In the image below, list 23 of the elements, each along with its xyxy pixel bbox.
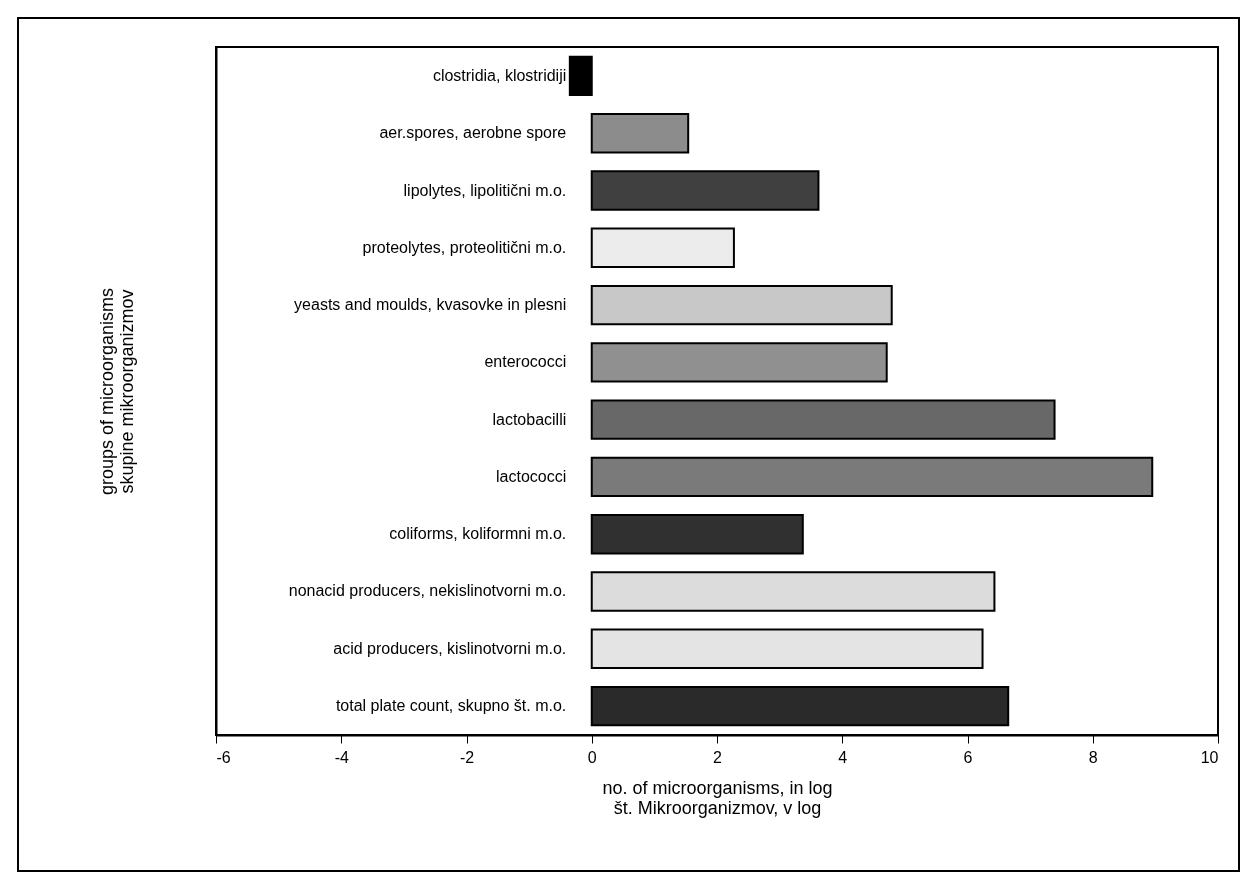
y-tick-label: yeasts and moulds, kvasovke in plesni bbox=[294, 296, 567, 314]
x-tick-label: 10 bbox=[1200, 748, 1219, 766]
x-tick-label: 2 bbox=[713, 748, 723, 766]
x-tick-label: 0 bbox=[587, 748, 597, 766]
y-axis-title: groups of microorganisms skupine mikroorganizmov bbox=[96, 287, 137, 496]
x-tick-label: 4 bbox=[838, 748, 848, 766]
x-tick-label: -4 bbox=[334, 748, 349, 766]
y-tick-label: clostridia, klostridiji bbox=[432, 66, 567, 84]
y-tick-label: lactobacilli bbox=[492, 410, 567, 428]
x-tick-label: 8 bbox=[1088, 748, 1098, 766]
y-tick-label: lipolytes, lipolitični m.o. bbox=[403, 181, 567, 199]
y-tick-label: nonacid producers, nekislinotvorni m.o. bbox=[288, 582, 567, 600]
y-tick-label: lactococci bbox=[496, 467, 567, 485]
y-tick-label: enterococci bbox=[484, 353, 567, 371]
y-tick-label: total plate count, skupno št. m.o. bbox=[335, 697, 567, 715]
y-tick-label: coliforms, koliformni m.o. bbox=[389, 525, 567, 543]
x-tick-label: 6 bbox=[963, 748, 973, 766]
y-tick-label: aer.spores, aerobne spore bbox=[379, 124, 567, 142]
y-tick-label: acid producers, kislinotvorni m.o. bbox=[333, 639, 567, 657]
x-tick-label: -2 bbox=[459, 748, 475, 766]
x-tick-label: -6 bbox=[216, 748, 231, 766]
x-axis-title: no. of microorganisms, in log št. Mikroorganizmov, v log bbox=[602, 777, 833, 818]
y-tick-label: proteolytes, proteolitični m.o. bbox=[362, 238, 567, 256]
